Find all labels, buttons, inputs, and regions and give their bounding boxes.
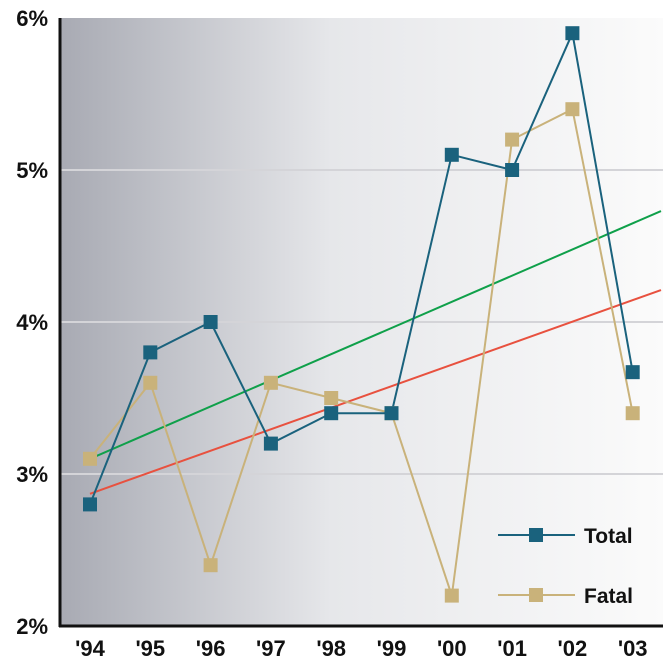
- point-total-4: [324, 406, 339, 421]
- gridlines: [60, 169, 663, 475]
- trendline-1: [89, 289, 662, 495]
- point-total-6: [444, 147, 459, 162]
- x-tick-label-9: '03: [618, 636, 648, 661]
- point-fatal-8: [565, 102, 580, 117]
- data-series: [83, 26, 640, 603]
- x-tick-label-1: '95: [135, 636, 165, 661]
- point-total-2: [203, 315, 218, 329]
- legend-label-fatal: Fatal: [584, 585, 633, 608]
- point-total-3: [263, 436, 278, 451]
- point-total-0: [83, 497, 97, 512]
- trendline-0: [89, 210, 662, 460]
- y-tick-label-1: 3%: [16, 462, 48, 487]
- x-tick-label-3: '97: [256, 636, 286, 661]
- x-tick-label-7: '01: [497, 636, 527, 661]
- legend-item-total: Total: [498, 525, 633, 548]
- point-total-5: [384, 406, 399, 421]
- y-tick-label-0: 2%: [16, 614, 48, 639]
- point-fatal-4: [324, 391, 339, 405]
- point-fatal-3: [263, 375, 278, 390]
- tick-labels: 2% 3% 4% 5% 6% '94 '95 '96 '97 '98 '99 '00 '01 '02 '03: [16, 6, 647, 661]
- point-fatal-2: [203, 558, 218, 573]
- series-line-total: [89, 29, 634, 505]
- point-fatal-7: [505, 132, 520, 147]
- trendlines: [89, 210, 662, 495]
- x-tick-label-8: '02: [558, 636, 588, 661]
- x-tick-label-6: '00: [437, 636, 467, 661]
- point-total-9: [625, 365, 640, 380]
- x-tick-label-2: '96: [196, 636, 226, 661]
- point-total-8: [565, 26, 580, 41]
- y-tick-label-3: 5%: [16, 158, 48, 183]
- x-tick-label-5: '99: [377, 636, 407, 661]
- x-tick-label-4: '98: [316, 636, 346, 661]
- y-tick-label-4: 6%: [16, 6, 48, 31]
- legend-label-total: Total: [584, 525, 633, 548]
- legend: Total Fatal: [498, 525, 633, 608]
- y-tick-label-2: 4%: [16, 310, 48, 335]
- point-total-1: [143, 345, 158, 360]
- series-line-fatal: [89, 107, 634, 596]
- legend-marker-fatal: [529, 588, 543, 602]
- point-fatal-6: [444, 588, 459, 603]
- x-tick-label-0: '94: [75, 636, 105, 661]
- point-fatal-9: [625, 406, 640, 421]
- legend-marker-total: [529, 528, 543, 542]
- point-fatal-0: [83, 451, 97, 466]
- legend-item-fatal: Fatal: [498, 585, 633, 608]
- axes: [58, 18, 663, 628]
- point-total-7: [505, 163, 520, 177]
- point-fatal-1: [143, 375, 158, 390]
